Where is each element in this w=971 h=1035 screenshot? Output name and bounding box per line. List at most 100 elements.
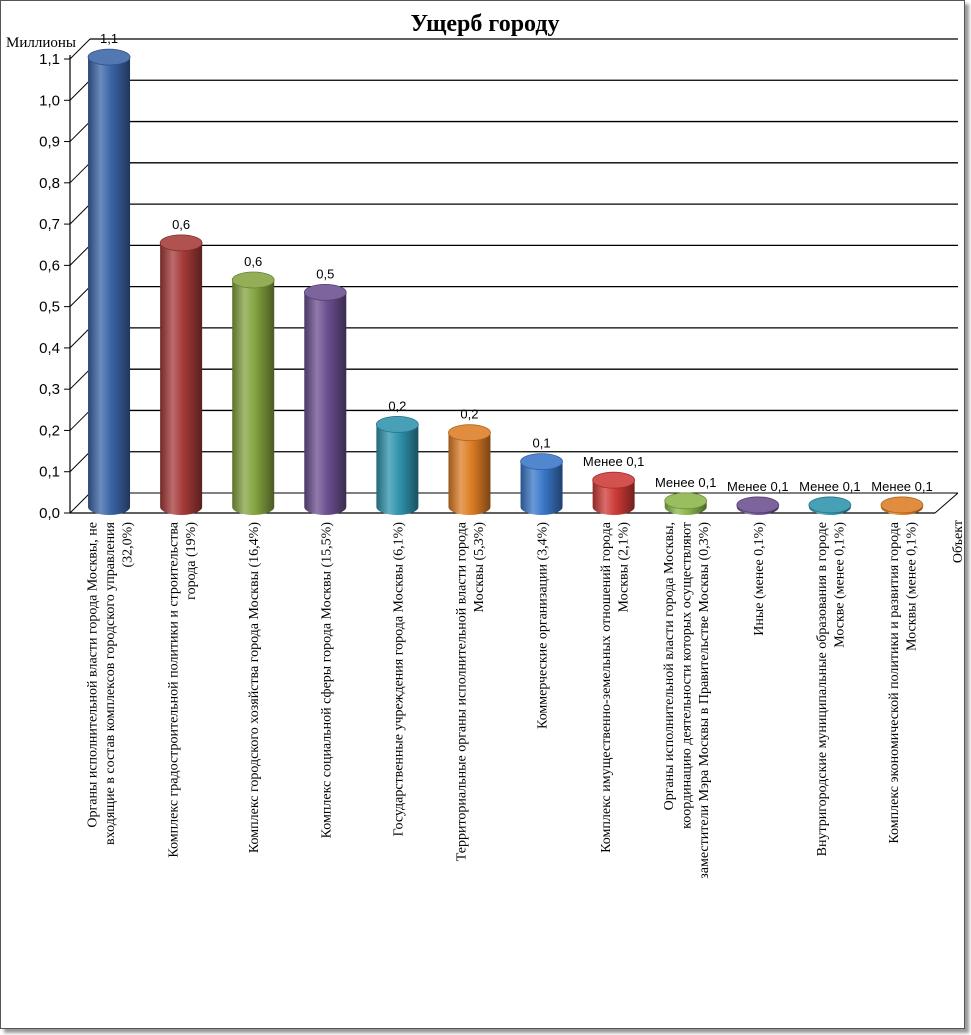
bar-top (592, 471, 636, 489)
data-label: Менее 0,1 (583, 454, 645, 469)
y-tick-label: 0,4 (39, 340, 60, 357)
data-label: 1,1 (100, 31, 118, 46)
category-label: (32,0%) (121, 522, 136, 568)
y-axis-label: Миллионы (6, 35, 76, 51)
gridline-depth (69, 162, 91, 184)
gridline-depth (69, 38, 91, 60)
bar-body (592, 480, 635, 515)
bar (448, 424, 491, 515)
y-tick-label: 0,5 (39, 299, 60, 316)
y-tick-label: 0,0 (39, 505, 60, 522)
category-label: Комплекс городского хозяйства города Мос… (247, 522, 262, 853)
gridline-depth (69, 203, 91, 225)
bar-body (520, 461, 563, 515)
gridline-depth (69, 451, 91, 473)
category-label: Комплекс имущественно-земельных отношени… (599, 521, 614, 853)
bar-body (160, 242, 203, 515)
category-label: Комплекс экономической политики и развит… (887, 521, 902, 843)
data-label: Менее 0,1 (727, 479, 789, 494)
data-label: Менее 0,1 (655, 475, 717, 490)
gridline-depth (69, 286, 91, 307)
bar (664, 492, 708, 515)
gridline-depth (69, 79, 91, 101)
category-label: Органы исполнительной власти города Моск… (86, 522, 101, 828)
y-tick-label: 0,7 (39, 216, 60, 233)
category-label: заместители Мэра Москвы в Правительстве … (697, 522, 712, 879)
category-label: Москвы (2,1%) (616, 522, 631, 613)
data-labels: 1,1 0,6 0,6 0,5 0,2 0,2 0,1 Менее 0,1 Менее 0,1 М… (100, 31, 933, 494)
bar-body (448, 432, 491, 515)
y-tick-label: 1,1 (39, 51, 60, 68)
y-tick-labels: 0,0 0,1 0,2 0,3 0,4 0,5 0,6 0,7 0,8 0,9 1,0 1,1 (39, 51, 60, 522)
category-label: Комплекс социальной сферы города Москвы … (319, 522, 334, 839)
x-axis-label: Объект (951, 520, 966, 563)
y-tick-label: 0,6 (39, 257, 60, 274)
y-tick-label: 0,9 (39, 134, 60, 151)
category-label: Москве (менее 0,1%) (833, 522, 848, 648)
bar (231, 271, 275, 515)
y-tick-label: 0,1 (39, 464, 60, 481)
bar (592, 471, 636, 515)
bar-top (159, 234, 203, 252)
bar (736, 496, 780, 515)
bar (880, 496, 924, 515)
bar-top (448, 424, 491, 442)
bar-top (736, 496, 780, 514)
category-label: Государственные учреждения города Москвы… (391, 522, 406, 837)
gridline-depth (69, 368, 91, 390)
y-tick-label: 0,2 (39, 422, 60, 439)
y-tick-label: 1,0 (39, 92, 60, 109)
bar-top (375, 416, 419, 433)
gridlines (69, 38, 958, 473)
data-label: 0,2 (388, 398, 406, 413)
category-label: Москвы (менее 0,1%) (905, 522, 920, 651)
bar (303, 283, 347, 515)
category-label: Иные (менее 0,1%) (752, 522, 767, 636)
y-tick-label: 0,8 (39, 175, 60, 192)
data-label: Менее 0,1 (799, 479, 861, 494)
bar-top (808, 496, 852, 514)
category-labels: Органы исполнительной власти города Моск… (86, 521, 920, 879)
gridline-depth (69, 410, 91, 431)
gridline-depth (69, 327, 91, 349)
bar (159, 234, 203, 515)
bar-body (304, 292, 347, 515)
bar-top (303, 283, 347, 301)
category-label: координацию деятельности которых осущест… (680, 522, 695, 829)
bar (87, 48, 131, 516)
category-label: Комплекс градостроительной политики и ст… (166, 521, 181, 857)
floor-left-edge (69, 492, 91, 514)
bar-body (376, 424, 419, 515)
bar-top (664, 492, 708, 510)
category-label: Внутригородские муниципальные образовани… (815, 522, 830, 856)
data-label: 0,1 (533, 436, 551, 451)
data-label: 0,5 (316, 266, 334, 281)
bar-body (232, 280, 275, 515)
bar (520, 453, 563, 515)
data-label: 0,6 (172, 217, 190, 232)
y-tick-label: 0,3 (39, 381, 60, 398)
category-label: Москвы (5,3%) (472, 522, 487, 613)
bars (87, 48, 924, 516)
gridline-depth (69, 121, 91, 142)
category-label: Органы исполнительной власти города Моск… (662, 522, 677, 810)
category-label: Коммерческие организации (3,4%) (536, 522, 551, 729)
bar-top (520, 453, 563, 471)
category-label: Территориальные органы исполнительной вл… (455, 521, 470, 861)
gridline-depth (69, 245, 91, 266)
data-label: 0,2 (460, 407, 478, 422)
category-label: города (19%) (184, 522, 199, 600)
bar-body (88, 57, 131, 516)
data-label: Менее 0,1 (871, 479, 933, 494)
floor-right-edge (934, 492, 959, 514)
data-label: 0,6 (244, 254, 262, 269)
category-label: входящие в состав комплексов городского … (103, 521, 118, 845)
bar-top (87, 48, 131, 66)
bar (808, 496, 852, 515)
bar-top (880, 496, 924, 514)
chart-title: Ущерб городу (410, 11, 559, 37)
bar (375, 416, 419, 515)
bar-top (231, 271, 275, 289)
